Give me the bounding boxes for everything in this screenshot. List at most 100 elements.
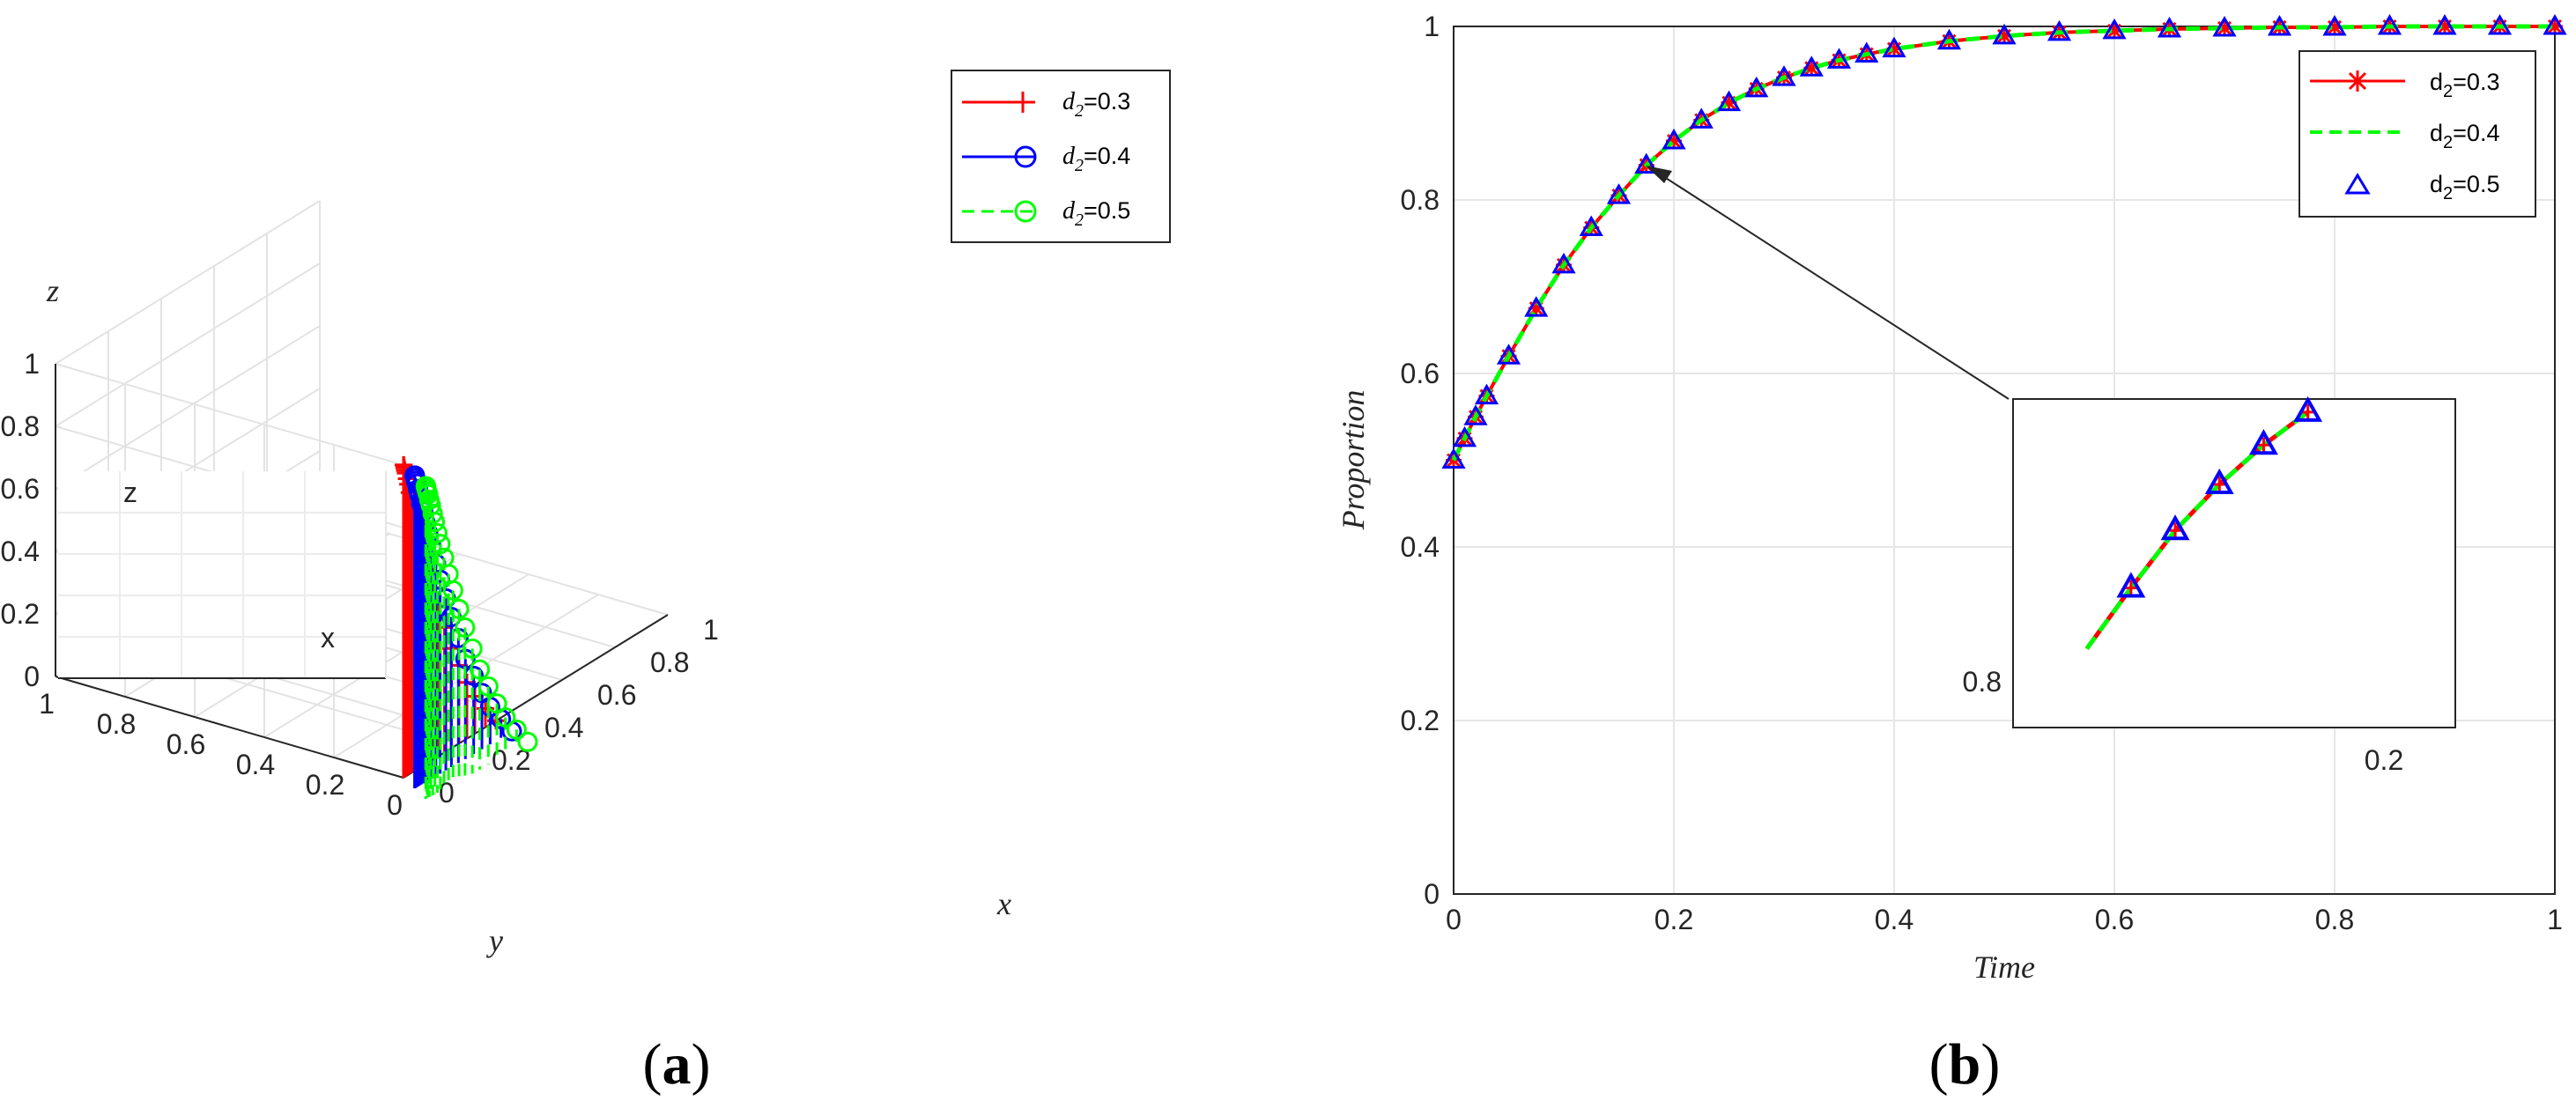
triangle-marker: [1463, 404, 1488, 425]
x-tick-label: 0: [1446, 904, 1462, 935]
triangle-marker: [1606, 183, 1632, 204]
legend-b-entry-2: d2=0.4: [2310, 120, 2499, 152]
circle-marker: [517, 731, 538, 752]
y-tick-label: 0: [1424, 878, 1440, 910]
triangle-marker: [1772, 65, 1796, 86]
y-tick-label: 1: [1424, 11, 1440, 42]
x-axis-label-b: Time: [1973, 950, 2035, 985]
triangle-marker: [1474, 383, 1499, 405]
star-marker: [2547, 18, 2563, 34]
chart-2d-panel-b: 0 0.2 0.4 0.6 0.8 1 0 0.2 0.4 0.6 0.8 1 Time Propor…: [1336, 11, 2567, 1097]
grid-line: [55, 363, 404, 466]
triangle-marker: [1579, 215, 1603, 237]
svg-text:d2=0.5: d2=0.5: [1062, 197, 1130, 230]
plus-marker: [395, 456, 412, 474]
x-tick-label: 0.6: [2095, 904, 2134, 935]
inset-line-green: [2084, 410, 2310, 650]
inset-y-tick: 0.8: [1963, 666, 2002, 698]
y-tick-label: 0.8: [97, 708, 136, 740]
legend-b-entry-1: d2=0.3: [2310, 69, 2499, 101]
inset-triangle-marker: [2116, 572, 2146, 598]
triangle-marker: [2102, 18, 2127, 40]
triangle-marker: [2377, 14, 2402, 35]
triangle-marker: [1936, 28, 1962, 50]
svg-text:d2=0.3: d2=0.3: [1062, 88, 1130, 121]
inset-x-label: x: [321, 622, 335, 654]
tick-labels-b: 0 0.2 0.4 0.6 0.8 1 0 0.2 0.4 0.6 0.8 1: [1401, 11, 2563, 935]
grid-line: [263, 573, 529, 738]
triangle-marker: [1992, 23, 2017, 45]
x-tick-label: 0.2: [1654, 904, 1693, 935]
inset-triangle-marker: [2249, 429, 2278, 455]
triangle-marker: [1689, 107, 1714, 129]
x-tick-label: 1: [2547, 904, 2563, 935]
svg-text:d2=0.3: d2=0.3: [2430, 69, 2499, 101]
z-tick-label: 0: [24, 661, 40, 692]
triangle-marker: [1496, 344, 1521, 365]
z-tick-label: 0.8: [1, 410, 40, 442]
legend-b: d2=0.3 d2=0.4 d2=0.5: [2298, 50, 2536, 218]
svg-text:d2=0.5: d2=0.5: [2430, 171, 2499, 203]
inset-grid-a: [58, 471, 386, 678]
panel-b-label: (b): [1929, 1032, 2001, 1097]
grid-line: [55, 325, 321, 490]
svg-text:d2=0.4: d2=0.4: [1062, 143, 1130, 175]
inset-box-a: z x: [58, 471, 387, 679]
y-tick-label: 0.2: [1401, 705, 1440, 736]
y-tick-label: 1: [39, 688, 55, 720]
plus-marker-icon: [1012, 92, 1033, 113]
triangle-marker: [2267, 14, 2292, 36]
axis-line: [55, 676, 404, 779]
z-tick-label: 1: [24, 348, 40, 380]
legend-a-entry-1: d2=0.3: [962, 88, 1130, 121]
triangle-marker-icon: [2344, 173, 2371, 195]
inset-triangle-marker: [2160, 514, 2190, 541]
circle-marker: [486, 693, 507, 714]
triangle-marker: [2212, 15, 2237, 37]
inset-b-series: [2084, 395, 2323, 650]
y-axis-label: y: [486, 923, 503, 958]
triangle-marker: [2047, 19, 2072, 41]
svg-text:d2=0.4: d2=0.4: [2430, 120, 2499, 152]
triangle-marker: [1524, 296, 1549, 317]
legend-b-entry-3: d2=0.5: [2344, 171, 2499, 203]
circle-marker: [415, 476, 436, 497]
circle-marker: [448, 598, 470, 619]
triangle-marker: [1716, 90, 1742, 112]
triangle-marker: [2543, 14, 2567, 35]
star-marker: [1528, 300, 1544, 317]
circle-marker: [455, 617, 476, 639]
triangle-marker: [1854, 41, 1879, 63]
star-marker-icon: [2347, 70, 2368, 92]
y-axis-label-b: Proportion: [1336, 390, 1371, 531]
star-marker: [2106, 22, 2122, 39]
triangle-marker: [1826, 48, 1852, 69]
y-tick-label: 0: [387, 789, 403, 821]
circle-marker: [470, 659, 491, 680]
x-tick-label: 0.6: [597, 679, 636, 711]
star-marker: [1666, 133, 1682, 150]
x-tick-label: 0.4: [1875, 904, 1913, 935]
triangle-marker: [1551, 252, 1576, 274]
triangle-marker: [1452, 425, 1477, 447]
x-tick-label: 0: [439, 777, 455, 809]
series-line: [1451, 24, 2555, 462]
grid-line: [55, 200, 321, 365]
triangle-marker: [2322, 14, 2347, 36]
triangle-marker: [2487, 14, 2513, 35]
star-marker: [1721, 94, 1737, 111]
z-axis-label: z: [46, 273, 59, 308]
series-b: [1441, 14, 2567, 469]
star-marker: [2217, 19, 2232, 36]
z-tick-label: 0.6: [1, 473, 40, 505]
circle-marker: [422, 503, 443, 524]
arrow-head-icon: [1646, 166, 1672, 183]
y-tick-label: 0.4: [236, 749, 275, 780]
triangle-marker: [2432, 14, 2457, 35]
triangle-marker: [1799, 55, 1824, 77]
x-axis-label: x: [996, 886, 1011, 921]
inset-triangle-marker: [2293, 395, 2323, 422]
z-tick-label: 0.2: [1, 598, 40, 630]
x-tick-label: 0.4: [544, 712, 583, 743]
circle-marker-icon: [1014, 200, 1037, 223]
